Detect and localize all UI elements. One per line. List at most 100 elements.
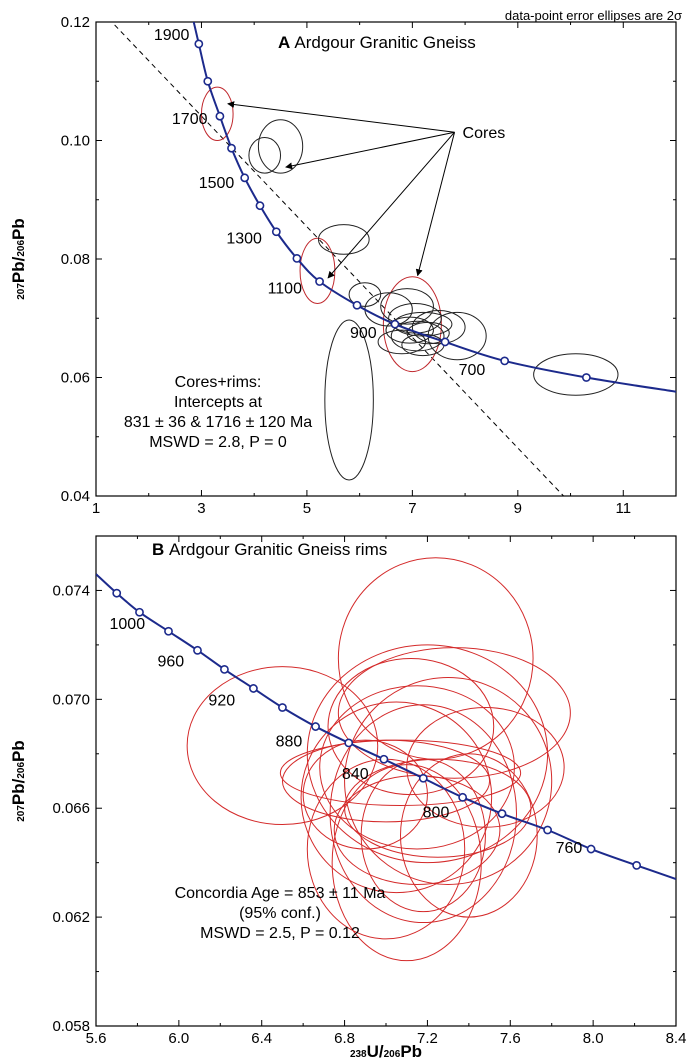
panel-title: B Ardgour Granitic Gneiss rims	[152, 540, 387, 559]
concordia-age-marker	[271, 227, 281, 237]
x-tick-label: 5	[303, 500, 311, 517]
concordia-age-label: 1500	[199, 175, 235, 192]
concordia-age-label: 1300	[226, 231, 262, 248]
concordia-age-marker	[440, 337, 450, 347]
x-axis-title: 238U/206Pb	[350, 1042, 422, 1061]
plot-area	[111, 22, 676, 496]
concordia-age-label: 840	[342, 766, 369, 783]
concordia-age-marker	[315, 277, 324, 286]
concordia-age-label: 760	[556, 840, 583, 857]
error-ellipse	[279, 739, 522, 806]
statistics-line: Concordia Age = 853 ± 11 Ma	[175, 885, 386, 902]
error-ellipse	[306, 644, 549, 864]
concordia-age-marker	[418, 773, 428, 783]
error-ellipse	[200, 86, 234, 142]
error-ellipse	[281, 739, 491, 823]
concordia-age-marker	[193, 645, 202, 655]
x-tick-label: 1	[92, 500, 100, 517]
error-ellipse	[299, 237, 336, 304]
concordia-age-marker	[194, 39, 204, 49]
x-tick-label: 6.0	[168, 1030, 189, 1047]
x-tick-label: 5.6	[86, 1030, 107, 1047]
y-tick-label: 0.074	[52, 582, 90, 599]
y-tick-label: 0.062	[52, 909, 90, 926]
concordia-age-label: 1700	[172, 111, 208, 128]
concordia-age-marker	[135, 607, 144, 617]
concordia-age-marker	[390, 319, 400, 329]
concordia-age-label: 880	[276, 734, 303, 751]
error-ellipse	[406, 321, 450, 345]
x-tick-label: 7.2	[417, 1030, 438, 1047]
error-ellipse	[401, 333, 445, 357]
error-ellipse	[411, 310, 466, 345]
error-ellipse	[337, 557, 534, 760]
statistics-line: Intercepts at	[174, 394, 263, 411]
concordia-age-marker	[581, 373, 591, 382]
error-ellipse	[329, 704, 517, 924]
statistics-line: Cores+rims:	[175, 374, 262, 391]
panel-b-concordia-plot: 5.6 6.0 6.4 6.8 7.2 7.6 8.0 8.4 0.058 0.062 0.066 0…	[9, 535, 686, 1061]
y-tick-label: 0.12	[61, 14, 90, 31]
concordia-age-marker	[249, 684, 258, 693]
concordia-curve	[192, 22, 676, 393]
concordia-age-marker	[227, 143, 236, 153]
panel-a-concordia-plot: 1 3 5 7 9 11 0.04 0.06 0.08 0.10 0.12 1900 1700 1500 1…	[9, 14, 677, 517]
concordia-age-marker	[632, 860, 642, 870]
y-tick-label: 0.10	[61, 133, 90, 150]
statistics-line: (95% conf.)	[239, 905, 321, 922]
y-tick-label: 0.058	[52, 1018, 90, 1035]
concordia-age-marker	[112, 588, 122, 598]
error-ellipse	[406, 707, 565, 828]
concordia-age-marker	[292, 254, 302, 263]
x-tick-label: 6.8	[334, 1030, 355, 1047]
cores-arrow	[227, 101, 455, 133]
error-ellipse	[248, 137, 282, 174]
concordia-age-marker	[240, 173, 250, 183]
concordia-age-marker	[344, 738, 354, 748]
error-ellipse	[327, 658, 495, 796]
y-tick-label: 0.08	[61, 251, 90, 268]
concordia-age-label: 920	[208, 692, 235, 709]
x-tick-label: 11	[615, 500, 631, 517]
concordia-age-marker	[278, 703, 287, 712]
concordia-age-label: 1000	[110, 616, 146, 633]
concordia-age-marker	[497, 809, 507, 819]
y-tick-label: 0.06	[61, 370, 90, 387]
error-ellipse	[360, 758, 486, 913]
x-tick-label: 3	[197, 500, 205, 517]
concordia-age-label: 900	[350, 325, 377, 342]
concordia-age-marker	[255, 201, 265, 211]
cores-arrow	[285, 131, 455, 170]
error-ellipse	[300, 701, 493, 894]
error-ellipse	[388, 302, 442, 334]
concordia-age-label: 1900	[154, 27, 190, 44]
y-tick-label: 0.04	[61, 488, 90, 505]
statistics-line: MSWD = 2.8, P = 0	[149, 434, 287, 451]
x-tick-label: 8.0	[583, 1030, 604, 1047]
error-ellipse	[377, 329, 427, 355]
x-tick-label: 9	[514, 500, 522, 517]
y-axis-title: 207Pb/206Pb	[9, 218, 28, 300]
concordia-age-label: 800	[423, 804, 450, 821]
error-ellipse	[385, 316, 434, 344]
error-ellipse	[400, 753, 538, 918]
concordia-age-marker	[220, 664, 229, 674]
error-ellipse	[302, 739, 428, 850]
concordia-age-marker	[379, 754, 389, 764]
error-ellipse	[533, 353, 619, 396]
concordia-age-marker	[543, 825, 552, 835]
error-ellipse	[382, 276, 442, 373]
concordia-age-marker	[458, 792, 468, 802]
y-tick-label: 0.070	[52, 691, 90, 708]
y-axis-title: 207Pb/206Pb	[9, 740, 28, 822]
concordia-curve	[96, 573, 676, 880]
cores-arrow	[415, 132, 456, 277]
error-ellipse	[257, 119, 304, 174]
error-ellipse-note: data-point error ellipses are 2σ	[505, 8, 682, 23]
error-ellipse	[318, 224, 370, 255]
x-tick-label: 6.4	[251, 1030, 272, 1047]
plot-frame	[95, 535, 677, 1027]
concordia-age-marker	[311, 722, 320, 731]
panel-title: A Ardgour Granitic Gneiss	[278, 33, 476, 52]
